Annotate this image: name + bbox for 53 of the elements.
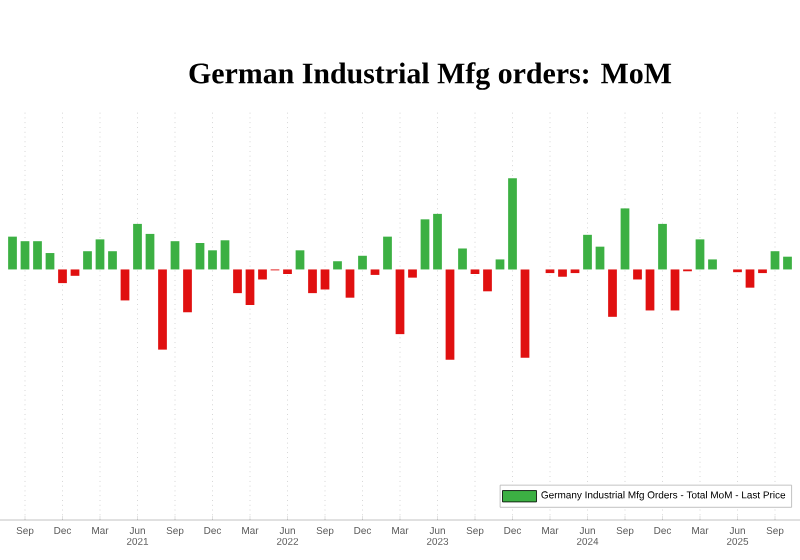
bar (108, 251, 117, 270)
bar (645, 269, 655, 311)
bar (620, 208, 630, 270)
bar (458, 248, 467, 270)
bar (433, 213, 442, 270)
bar (158, 269, 167, 350)
bar (308, 269, 317, 294)
bar (495, 259, 505, 270)
bar (295, 250, 305, 270)
bar (233, 269, 242, 294)
bar (245, 269, 255, 305)
bar (695, 239, 705, 270)
bar (208, 250, 217, 270)
bar (220, 240, 230, 270)
bar (358, 255, 367, 270)
bar (320, 269, 330, 290)
bar (95, 239, 105, 270)
bar (83, 251, 92, 270)
bar (445, 269, 455, 360)
bar (483, 269, 492, 292)
bar (120, 269, 130, 301)
bar (783, 256, 792, 270)
bar (770, 251, 780, 270)
bar (608, 269, 617, 317)
bar (145, 233, 155, 270)
bar (395, 269, 405, 335)
bar (195, 243, 205, 270)
bar (583, 234, 592, 270)
bar (670, 269, 680, 311)
bar (520, 269, 530, 358)
bar (420, 219, 430, 270)
bar (658, 223, 667, 270)
bar (370, 269, 380, 275)
bar (70, 269, 80, 276)
bar (345, 269, 355, 298)
bar (183, 269, 192, 313)
bar (33, 241, 42, 270)
chart-title: German Industrial Mfg orders: MoM (189, 62, 672, 90)
bar (20, 241, 30, 270)
bar (383, 236, 392, 270)
bar (333, 261, 342, 270)
bar (170, 241, 180, 270)
bar (558, 269, 567, 277)
bar (45, 253, 55, 270)
bar (8, 236, 17, 270)
bar (133, 223, 142, 270)
bar (633, 269, 642, 280)
bar (408, 269, 417, 278)
bar (508, 178, 517, 270)
bar (708, 259, 717, 270)
bar (745, 269, 755, 288)
bar (58, 269, 67, 284)
bar (258, 269, 267, 280)
